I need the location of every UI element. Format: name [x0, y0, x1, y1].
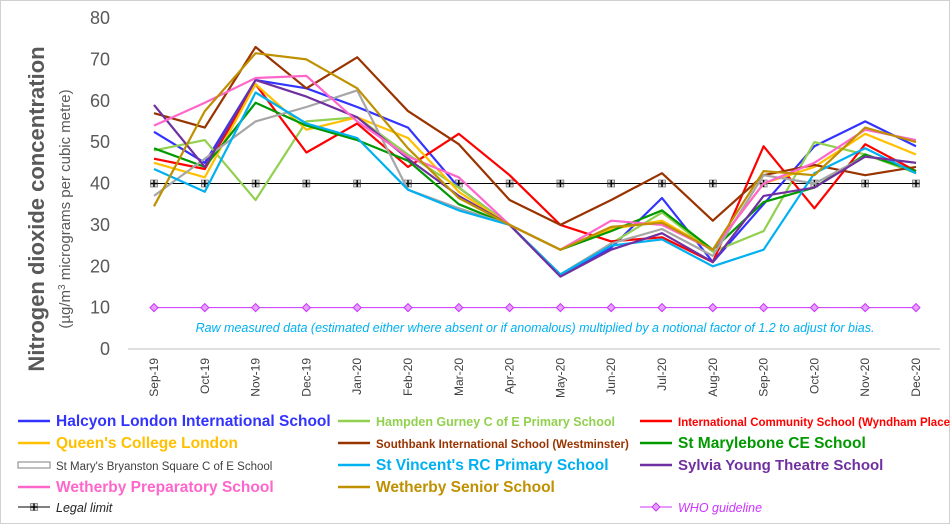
- x-tick-label: Apr-20: [503, 358, 517, 394]
- y-axis-title-main: Nitrogen dioxide concentration: [24, 46, 49, 371]
- legend-label: Halcyon London International School: [56, 413, 331, 430]
- series-line-international-community-school-wyndham-place: [153, 83, 917, 264]
- y-tick-label: 50: [90, 132, 110, 152]
- x-tick-label: Sep-19: [147, 358, 161, 397]
- legend-item-wetherby-preparatory-school: Wetherby Preparatory School: [18, 479, 274, 496]
- series-line-st-mary-s-bryanston-square-c-of-e-school: [153, 89, 917, 276]
- legend-swatch: [17, 461, 51, 469]
- who-guideline-marker: [758, 302, 769, 313]
- y-axis-ticks: 0 10 20 30 40 50 60 70 80: [90, 8, 110, 359]
- legend-label: Wetherby Senior School: [376, 479, 555, 496]
- y-tick-label: 10: [90, 298, 110, 318]
- legend-item-halcyon-london-international-school: Halcyon London International School: [18, 413, 331, 430]
- legal-limit-marker-cross: [658, 180, 666, 187]
- y-tick-label: 30: [90, 215, 110, 235]
- legend-label: Sylvia Young Theatre School: [678, 457, 883, 474]
- who-guideline-marker: [149, 302, 159, 313]
- who-guideline-marker: [454, 302, 464, 313]
- x-tick-label: Jul-20: [655, 358, 669, 391]
- x-tick-label: Jan-20: [350, 358, 364, 395]
- legend-item-sylvia-young-theatre-school: Sylvia Young Theatre School: [640, 457, 883, 474]
- legend-item-st-vincent-s-rc-primary-school: St Vincent's RC Primary School: [338, 457, 609, 474]
- legend-item-st-mary-s-bryanston-square-c-of-e-school: St Mary's Bryanston Square C of E School: [17, 461, 272, 473]
- y-tick-label: 80: [90, 8, 110, 28]
- legend-marker-cross: [30, 503, 38, 511]
- legend-label: St Marylebone CE School: [678, 435, 866, 452]
- who-guideline-marker: [911, 302, 921, 313]
- legal-limit-marker-cross: [201, 180, 209, 187]
- series-lines: [149, 45, 921, 313]
- legend-label: Hampden Gurney C of E Primary School: [376, 415, 615, 429]
- legend-label: Southbank International School (Westmins…: [376, 439, 629, 451]
- legal-limit-marker-cross: [353, 180, 361, 187]
- legal-limit-marker-cross: [556, 180, 564, 187]
- legal-limit-marker-cross: [709, 180, 717, 187]
- x-tick-label: Feb-20: [401, 358, 415, 396]
- who-guideline-marker: [403, 302, 413, 313]
- y-tick-label: 40: [90, 174, 110, 194]
- legend-item-who-guideline: WHO guideline: [640, 501, 762, 515]
- legend-label: Wetherby Preparatory School: [56, 479, 274, 496]
- legend-item-st-marylebone-ce-school: St Marylebone CE School: [640, 435, 866, 452]
- x-tick-label: Sep-20: [757, 358, 771, 397]
- who-guideline-marker: [555, 302, 566, 313]
- x-axis-ticks: Sep-19 Oct-19 Nov-19 Dec-19 Jan-20 Feb-20 Mar-…: [147, 358, 923, 398]
- x-tick-label: Mar-20: [452, 358, 466, 396]
- series-line-southbank-international-school-westminster: [153, 45, 917, 226]
- legend-item-international-community-school-wyndham-place: International Community School (Wyndham …: [640, 417, 950, 429]
- who-guideline-marker: [657, 302, 667, 313]
- legend-label: St Mary's Bryanston Square C of E School: [56, 461, 272, 473]
- legend-label: Legal limit: [56, 501, 113, 515]
- x-tick-label: May-20: [553, 358, 567, 398]
- x-tick-label: Oct-19: [198, 358, 212, 394]
- who-guideline-marker: [504, 302, 515, 313]
- who-guideline-marker: [352, 302, 362, 313]
- x-tick-label: Aug-20: [706, 358, 720, 397]
- legend-label: International Community School (Wyndham …: [678, 417, 950, 429]
- legend: Halcyon London International School Hampd…: [17, 413, 950, 515]
- y-tick-label: 20: [90, 256, 110, 276]
- legal-limit-marker-cross: [252, 180, 260, 187]
- y-tick-label: 60: [90, 91, 110, 111]
- legal-limit-marker-cross: [861, 180, 869, 187]
- legal-limit-marker-cross: [912, 180, 920, 187]
- legend-label: WHO guideline: [678, 501, 762, 515]
- x-tick-label: Nov-20: [858, 358, 872, 397]
- y-tick-label: 0: [100, 339, 110, 359]
- legend-marker: [651, 502, 661, 512]
- legend-label: Queen's College London: [56, 435, 238, 452]
- series-line-sylvia-young-theatre-school: [153, 78, 917, 278]
- legend-item-wetherby-senior-school: Wetherby Senior School: [338, 479, 555, 496]
- legal-limit-marker-cross: [506, 180, 514, 187]
- x-tick-label: Oct-20: [807, 358, 821, 394]
- y-axis-title: Nitrogen dioxide concentration (µg/m3 mi…: [24, 46, 74, 371]
- x-tick-label: Jun-20: [604, 358, 618, 395]
- legal-limit-marker-cross: [150, 180, 158, 187]
- series-line-wetherby-senior-school: [153, 52, 917, 251]
- legal-limit-marker-cross: [607, 180, 615, 187]
- who-guideline-marker: [860, 302, 870, 313]
- legend-item-hampden-gurney-c-of-e-primary-school: Hampden Gurney C of E Primary School: [338, 415, 615, 429]
- who-guideline-marker: [606, 302, 616, 313]
- series-line-st-marylebone-ce-school: [153, 101, 917, 251]
- who-guideline-marker: [200, 302, 210, 313]
- who-guideline-marker: [809, 302, 820, 313]
- x-tick-label: Dec-19: [299, 358, 313, 397]
- x-tick-label: Nov-19: [249, 358, 263, 397]
- legend-item-legal-limit: Legal limit: [18, 501, 113, 515]
- who-guideline-marker: [250, 302, 261, 313]
- y-tick-label: 70: [90, 49, 110, 69]
- legend-item-southbank-international-school-westminster: Southbank International School (Westmins…: [338, 439, 629, 451]
- legal-limit-marker-cross: [302, 180, 310, 187]
- y-axis-title-unit: (µg/m3 micrograms per cubic metre): [57, 89, 75, 328]
- who-guideline-marker: [708, 302, 718, 313]
- legend-item-queen-s-college-london: Queen's College London: [18, 435, 238, 452]
- x-tick-label: Dec-20: [909, 358, 923, 397]
- chart-annotation: Raw measured data (estimated either wher…: [196, 321, 875, 335]
- who-guideline-marker: [301, 302, 312, 313]
- legend-label: St Vincent's RC Primary School: [376, 457, 609, 474]
